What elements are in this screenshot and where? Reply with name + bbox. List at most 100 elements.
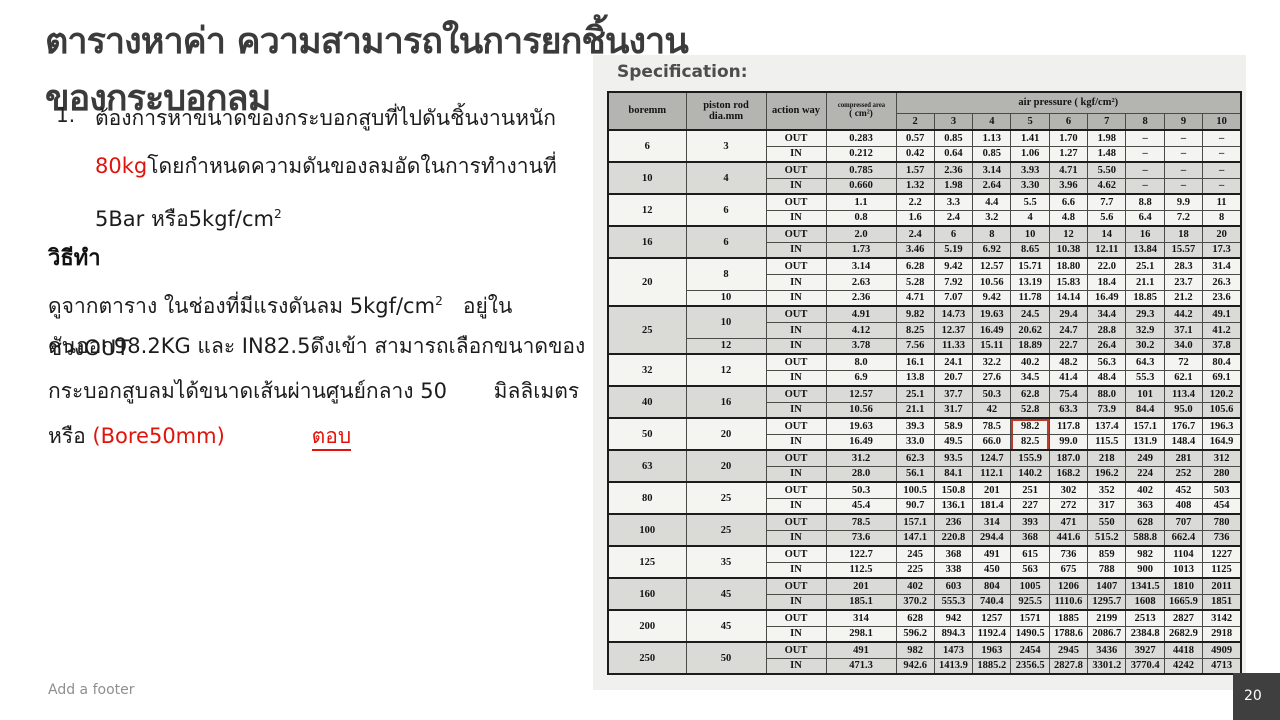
- value-cell: 66.0: [972, 433, 1012, 451]
- value-cell: 15.83: [1048, 273, 1089, 291]
- value-cell: 196.3: [1202, 417, 1242, 435]
- value-cell: 218: [1087, 449, 1127, 467]
- action-cell: OUT: [765, 305, 827, 323]
- value-cell: 942.6: [895, 657, 935, 675]
- table-row: 10 4 OUT 0.785 1.57 2.36 3.14 3.93 4.71 5.50– – –: [607, 161, 1242, 195]
- rod-cell: 45: [685, 609, 767, 643]
- value-cell: 25.1: [1125, 257, 1165, 275]
- value-cell: 29.4: [1048, 305, 1089, 323]
- rod-cell: 20: [685, 449, 767, 483]
- value-cell: 63.3: [1048, 401, 1089, 419]
- value-cell: 2918: [1202, 625, 1242, 643]
- table-row: 125 35 OUT 122.7 245 368 491 615 736 859 982 1104 12…: [607, 545, 1242, 579]
- pressure-col-header: 9: [1163, 112, 1204, 131]
- action-cell: IN: [765, 433, 827, 451]
- value-cell: 294.4: [972, 529, 1012, 547]
- value-cell: 1788.6: [1048, 625, 1089, 643]
- area-cell: 0.785: [825, 161, 897, 179]
- text-segment: ดูจากตาราง ในช่องที่มีแรงดันลม 5kgf/cm: [48, 294, 436, 318]
- value-cell: –: [1202, 145, 1242, 163]
- text-line: 80kgโดยกำหนดความดันของลมอัดในการทำงานที่: [95, 144, 588, 192]
- value-cell: 1192.4: [972, 625, 1012, 643]
- value-cell: 1104: [1163, 545, 1204, 563]
- value-cell: 2011: [1202, 577, 1242, 595]
- value-cell: 7.56: [895, 337, 935, 355]
- action-cell: IN: [765, 273, 827, 291]
- value-cell: 6.4: [1125, 209, 1165, 227]
- value-cell: 100.5: [895, 481, 935, 499]
- table-row: 100 25 OUT 78.5 157.1 236 314 393 471 550 628 707 78…: [607, 513, 1242, 547]
- value-cell: 3.46: [895, 241, 935, 259]
- area-cell: 45.4: [825, 497, 897, 515]
- value-cell: –: [1163, 161, 1204, 179]
- text-segment: กระบอกสูบลมได้ขนาดเส้นผ่านศูนย์กลาง 50 ม…: [48, 379, 580, 403]
- area-cell: 4.12: [825, 321, 897, 339]
- value-cell: 44.2: [1163, 305, 1204, 323]
- value-cell: 281: [1163, 449, 1204, 467]
- value-cell: 1.57: [895, 161, 935, 179]
- value-cell: 10.38: [1048, 241, 1089, 259]
- action-cell: IN: [765, 497, 827, 515]
- value-cell: –: [1125, 129, 1165, 147]
- value-cell: 312: [1202, 449, 1242, 467]
- text-segment: 80kg: [95, 154, 148, 178]
- table-row: 80 25 OUT 50.3 100.5 150.8 201 251 302 352 402 452 5…: [607, 481, 1242, 515]
- value-cell: 16: [1125, 225, 1165, 243]
- value-cell: 0.85: [933, 129, 974, 147]
- value-cell: 736: [1048, 545, 1089, 563]
- value-cell: 900: [1125, 561, 1165, 579]
- value-cell: 454: [1202, 497, 1242, 515]
- value-cell: 2.36: [933, 161, 974, 179]
- text-segment: หรือ: [48, 424, 93, 448]
- value-cell: 3.30: [1010, 177, 1050, 195]
- answer-link[interactable]: ตอบ: [311, 424, 352, 451]
- area-cell: 50.3: [825, 481, 897, 499]
- text-segment: 2: [435, 294, 443, 308]
- action-cell: OUT: [765, 129, 827, 147]
- value-cell: 4242: [1163, 657, 1204, 675]
- value-cell: 1.41: [1010, 129, 1050, 147]
- value-cell: 124.7: [972, 449, 1012, 467]
- bore-cell: 10: [607, 161, 687, 195]
- table-row: 16 6 OUT 2.0 2.4 6 8 10 12 14 16 18 20: [607, 225, 1242, 259]
- action-cell: OUT: [765, 641, 827, 659]
- value-cell: 1005: [1010, 577, 1050, 595]
- value-cell: 23.6: [1202, 289, 1242, 307]
- value-cell: 662.4: [1163, 529, 1204, 547]
- value-cell: 628: [895, 609, 935, 627]
- rod-cell: 25: [685, 513, 767, 547]
- area-cell: 19.63: [825, 417, 897, 435]
- value-cell: 302: [1048, 481, 1089, 499]
- value-cell: 164.9: [1202, 433, 1242, 451]
- value-cell: 368: [933, 545, 974, 563]
- value-cell: 6: [933, 225, 974, 243]
- value-cell: 1413.9: [933, 657, 974, 675]
- action-cell: OUT: [765, 225, 827, 243]
- rod-cell: 6: [685, 225, 767, 259]
- action-cell: OUT: [765, 481, 827, 499]
- pressure-header: air pressure ( kgf/cm²): [895, 91, 1242, 114]
- value-cell: 4.62: [1087, 177, 1127, 195]
- value-cell: 187.0: [1048, 449, 1089, 467]
- value-cell: 17.3: [1202, 241, 1242, 259]
- table-row: 200 45 OUT 314 628 942 1257 1571 1885 2199 2513 282…: [607, 609, 1242, 643]
- area-cell: 0.8: [825, 209, 897, 227]
- table-row: IN 16.49 33.0 49.5 66.0 82.5 99.0 115.5 131.9 148…: [608, 433, 1242, 451]
- rod-cell: 3: [685, 129, 767, 163]
- action-cell: IN: [765, 561, 827, 579]
- value-cell: 137.4: [1087, 417, 1127, 435]
- value-cell: 12.57: [972, 257, 1012, 275]
- area-cell: 201: [825, 577, 897, 595]
- pressure-col-header: 7: [1087, 112, 1127, 131]
- value-cell: –: [1125, 145, 1165, 163]
- text-line: 5Bar หรือ5kgf/cm2: [95, 192, 588, 240]
- value-cell: 9.82: [895, 305, 935, 323]
- value-cell: 55.3: [1125, 369, 1165, 387]
- value-cell: 3.2: [972, 209, 1012, 227]
- value-cell: 8.25: [895, 321, 935, 339]
- area-cell: 0.660: [825, 177, 897, 195]
- bore-cell: 80: [607, 481, 687, 515]
- value-cell: 5.19: [933, 241, 974, 259]
- value-cell: 58.9: [933, 417, 974, 435]
- spec-title: Specification:: [617, 62, 748, 82]
